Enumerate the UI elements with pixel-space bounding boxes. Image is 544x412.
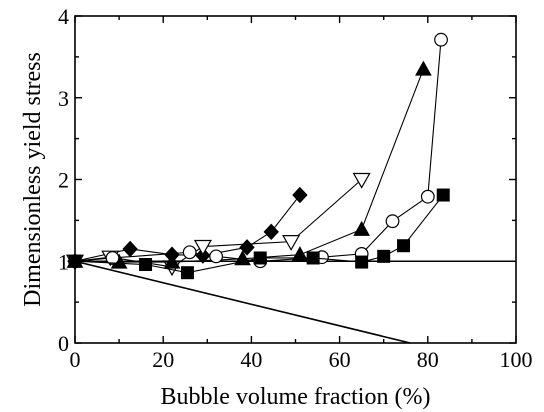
- series-line: [74, 68, 424, 263]
- data-point: [263, 223, 279, 241]
- data-point: [68, 254, 82, 268]
- data-point: [355, 255, 369, 269]
- x-tick-label: 40: [240, 347, 262, 372]
- data-point: [291, 246, 309, 262]
- data-point: [434, 32, 448, 47]
- x-tick-label: 0: [70, 347, 81, 372]
- data-point: [193, 239, 212, 256]
- y-tick-label: 3: [58, 86, 69, 111]
- axes: 0 20 40 60 80 100 0 1 2 3 4: [58, 4, 533, 372]
- data-point: [377, 249, 391, 263]
- y-tick-label: 4: [58, 4, 69, 29]
- x-tick-label: 20: [152, 347, 174, 372]
- data-point: [306, 251, 320, 265]
- data-point: [105, 251, 120, 265]
- x-axis-title: Bubble volume fraction (%): [161, 384, 431, 410]
- data-point: [163, 253, 181, 269]
- series-open-circle: [68, 32, 448, 269]
- data-point: [253, 251, 267, 265]
- plot-frame: [74, 15, 517, 344]
- data-point: [282, 235, 301, 251]
- y-tick-label: 0: [58, 331, 69, 356]
- data-point: [436, 188, 450, 202]
- x-tick-label: 100: [500, 347, 533, 372]
- y-tick-label: 2: [58, 168, 69, 193]
- data-point: [122, 240, 138, 258]
- data-point: [180, 266, 194, 280]
- data-point: [182, 245, 197, 260]
- data-point: [415, 60, 432, 76]
- data-series: [65, 32, 450, 280]
- data-point: [292, 186, 308, 204]
- data-point: [234, 250, 251, 266]
- data-point: [420, 189, 435, 204]
- series-line: [74, 39, 442, 262]
- reference-lines: [74, 260, 516, 344]
- data-point: [352, 172, 371, 189]
- data-point: [139, 258, 153, 272]
- y-tick-label: 1: [58, 249, 69, 274]
- data-point: [353, 220, 370, 236]
- reference-line: [74, 260, 411, 344]
- x-tick-label: 80: [417, 347, 439, 372]
- data-point: [397, 239, 411, 253]
- series-filled-square: [68, 188, 450, 280]
- series-filled-triangle-up: [66, 60, 432, 269]
- data-point: [385, 214, 400, 229]
- y-axis-title: Dimensionless yield stress: [20, 52, 46, 307]
- x-tick-label: 60: [329, 347, 351, 372]
- data-point: [209, 249, 224, 264]
